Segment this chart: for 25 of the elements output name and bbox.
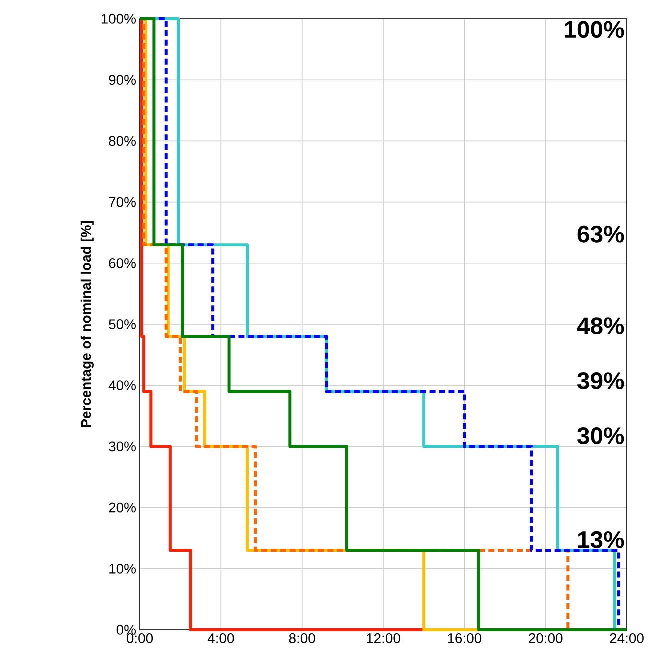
- x-tick-label: 20:00: [529, 634, 563, 644]
- x-tick-label: 0:00: [126, 634, 154, 644]
- x-tick-label: 16:00: [448, 634, 482, 644]
- y-tick-label: 30%: [109, 442, 136, 452]
- y-tick-label: 20%: [109, 502, 136, 513]
- y-tick-label: 80%: [109, 136, 136, 146]
- annotation: 13%: [578, 531, 624, 548]
- x-tick-label: 24:00: [610, 634, 644, 644]
- y-tick-label: 50%: [109, 320, 136, 330]
- y-tick-label: 90%: [109, 75, 136, 86]
- y-tick-label: 100%: [102, 14, 136, 24]
- x-tick-label: 12:00: [367, 634, 400, 644]
- y-axis-title: Percentage of nominal load [%]: [80, 221, 94, 428]
- y-tick-label: 60%: [109, 258, 136, 268]
- x-tick-label: 8:00: [289, 634, 316, 644]
- y-tick-label: 10%: [110, 564, 136, 574]
- annotation: 48%: [577, 318, 624, 335]
- y-tick-label: 40%: [108, 380, 136, 391]
- annotation: 63%: [578, 226, 624, 243]
- y-tick-label: 0%: [116, 625, 136, 635]
- annotation: 30%: [578, 428, 624, 444]
- annotation: 100%: [565, 21, 624, 38]
- x-tick-label: 4:00: [208, 634, 234, 644]
- annotation: 39%: [578, 372, 624, 390]
- y-tick-label: 70%: [109, 197, 136, 208]
